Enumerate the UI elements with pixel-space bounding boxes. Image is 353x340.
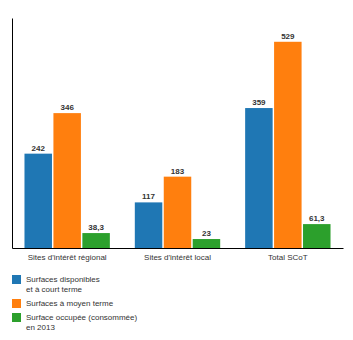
legend-item: Surfaces à moyen terme	[12, 299, 114, 308]
bar	[303, 224, 330, 248]
data-label: 23	[202, 229, 211, 238]
legend-swatch	[12, 313, 21, 322]
legend-label-line: Surfaces disponibles	[26, 275, 100, 284]
data-label: 38,3	[88, 223, 104, 232]
x-tick: Sites d'intérêt local	[144, 248, 211, 262]
data-label: 529	[281, 32, 295, 41]
x-tick-label: Total SCoT	[268, 253, 308, 262]
bar	[245, 108, 272, 248]
bar	[53, 113, 80, 248]
bar	[135, 202, 162, 248]
x-tick-label: Sites d'intérêt local	[144, 253, 211, 262]
data-labels: 242 117 359 346 183 529 38,3 23 61,3	[32, 32, 326, 238]
legend-label-line: Surfaces à moyen terme	[26, 299, 114, 308]
data-label: 61,3	[309, 214, 325, 223]
bars	[24, 42, 330, 248]
legend-swatch	[12, 275, 21, 284]
legend-label-line: en 2013	[26, 323, 55, 332]
bar	[164, 177, 191, 248]
data-label: 117	[142, 192, 155, 201]
x-tick: Sites d'intérêt régional	[28, 248, 107, 262]
data-label: 242	[32, 144, 46, 153]
chart: 242 117 359 346 183 529 38,3 23 61,3 Sites d'inté…	[0, 0, 353, 340]
legend-item: Surfaces disponibleset à court terme	[12, 275, 100, 294]
plot: 242 117 359 346 183 529 38,3 23 61,3 Sites d'inté…	[13, 19, 344, 262]
bar	[24, 154, 51, 248]
x-axis: Sites d'intérêt régional Sites d'intérêt …	[13, 248, 344, 262]
legend-label: Surfaces disponibleset à court terme	[26, 275, 100, 294]
bar	[82, 233, 109, 248]
bar	[193, 239, 220, 248]
data-label: 359	[252, 98, 266, 107]
x-tick: Total SCoT	[268, 248, 308, 262]
legend-label: Surface occupée (consommée)en 2013	[26, 313, 138, 332]
y-axis	[12, 19, 13, 249]
legend-label: Surfaces à moyen terme	[26, 299, 114, 308]
data-label: 346	[60, 103, 74, 112]
legend-label-line: Surface occupée (consommée)	[26, 313, 138, 322]
legend: Surfaces disponibleset à court termeSurf…	[12, 275, 138, 332]
bar	[274, 42, 301, 248]
data-label: 183	[171, 167, 185, 176]
y-axis-line	[12, 19, 13, 249]
x-axis-line	[13, 248, 344, 249]
legend-label-line: et à court terme	[26, 285, 83, 294]
legend-swatch	[12, 299, 21, 308]
legend-item: Surface occupée (consommée)en 2013	[12, 313, 138, 332]
x-tick-label: Sites d'intérêt régional	[28, 253, 107, 262]
